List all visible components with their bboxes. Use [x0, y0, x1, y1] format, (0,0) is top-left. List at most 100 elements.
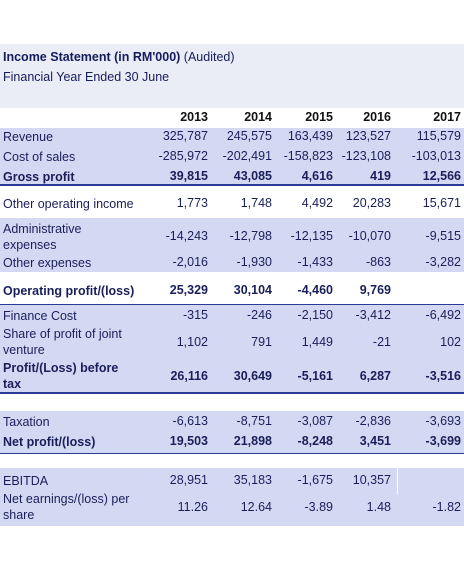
cell-2017: -103,013 — [411, 149, 461, 163]
cell-2013: -14,243 — [165, 229, 208, 243]
cell-2016: -2,836 — [355, 414, 391, 428]
cell-2017: -3,699 — [425, 434, 461, 448]
cell-2017: -3,516 — [425, 369, 461, 383]
cell-2015: -3.89 — [304, 500, 334, 514]
row-label: Other operating income — [3, 197, 134, 211]
cell-2014: -12,798 — [229, 229, 272, 243]
cell-2017: -3,282 — [425, 255, 461, 269]
cell-2014: 791 — [251, 335, 272, 349]
column-gap — [398, 272, 399, 304]
cell-2015: -2,150 — [297, 308, 333, 322]
row-label: Net earnings/(loss) per share — [3, 492, 130, 522]
statement-title: Income Statement (in RM'000) (Audited) — [3, 50, 235, 64]
cell-2016: 9,769 — [359, 283, 391, 297]
year-2016: 2016 — [363, 110, 391, 124]
row-label: Cost of sales — [3, 150, 76, 164]
row-label: Net profit/(loss) — [3, 435, 96, 449]
row-label: Other expenses — [3, 256, 92, 270]
cell-2014: -202,491 — [222, 149, 272, 163]
cell-2014: 43,085 — [233, 169, 272, 183]
band-gap-2 — [0, 454, 464, 468]
band-revenue — [0, 128, 464, 184]
cell-2016: -10,070 — [348, 229, 391, 243]
cell-2014: -246 — [246, 308, 272, 322]
cell-2015: -158,823 — [283, 149, 333, 163]
cell-2013: -6,613 — [172, 414, 208, 428]
cell-2016: -21 — [372, 335, 391, 349]
row-label: EBITDA — [3, 474, 49, 488]
cell-2014: -8,751 — [236, 414, 272, 428]
band-finance — [0, 305, 464, 392]
row-label: Gross profit — [3, 170, 75, 184]
title-main: Income Statement (in RM'000) — [3, 50, 181, 64]
cell-2014: 30,649 — [233, 369, 272, 383]
band-operating — [0, 272, 464, 304]
cell-2013: -315 — [182, 308, 208, 322]
cell-2014: 35,183 — [233, 473, 272, 487]
cell-2016: 20,283 — [352, 196, 391, 210]
cell-2016: 419 — [370, 169, 391, 183]
cell-2017: -6,492 — [425, 308, 461, 322]
cell-2016: 10,357 — [352, 473, 391, 487]
row-label: Profit/(Loss) before tax — [3, 361, 119, 391]
band-ebitda — [0, 468, 464, 526]
cell-2015: 1,449 — [301, 335, 333, 349]
cell-2013: 26,116 — [170, 369, 208, 383]
cell-2014: -1,930 — [236, 255, 272, 269]
cell-2016: 1.48 — [366, 500, 391, 514]
cell-2015: 4,616 — [301, 169, 333, 183]
cell-2017: -1.82 — [432, 500, 462, 514]
cell-2013: 1,773 — [176, 196, 208, 210]
cell-2013: -285,972 — [158, 149, 208, 163]
cell-2017: -9,515 — [425, 229, 461, 243]
year-2017: 2017 — [433, 110, 461, 124]
band-gap-1 — [0, 393, 464, 411]
cell-2015: 163,439 — [287, 129, 333, 143]
cell-2013: -2,016 — [172, 255, 208, 269]
statement-subtitle: Financial Year Ended 30 June — [3, 70, 170, 84]
cell-2014: 12.64 — [240, 500, 272, 514]
band-expenses — [0, 218, 464, 272]
row-label: Share of profit of joint venture — [3, 327, 122, 357]
row-label: Operating profit/(loss) — [3, 284, 135, 298]
cell-2014: 21,898 — [233, 434, 272, 448]
cell-2015: -1,433 — [297, 255, 333, 269]
cell-2017: 15,671 — [422, 196, 461, 210]
row-label: Revenue — [3, 130, 54, 144]
rule-net-profit — [0, 453, 464, 454]
cell-2016: -863 — [365, 255, 391, 269]
column-gap — [397, 468, 398, 494]
cell-2015: -3,087 — [297, 414, 333, 428]
band-net — [0, 411, 464, 453]
cell-2017: 102 — [440, 335, 461, 349]
cell-2016: 6,287 — [359, 369, 391, 383]
cell-2013: 19,503 — [169, 434, 208, 448]
title-suffix: (Audited) — [180, 50, 235, 64]
cell-2015: 4,492 — [301, 196, 333, 210]
cell-2013: 1,102 — [176, 335, 208, 349]
cell-2014: 30,104 — [233, 283, 272, 297]
cell-2017: 115,579 — [416, 129, 461, 143]
row-label: Administrative expenses — [3, 222, 82, 252]
cell-2013: 325,787 — [162, 129, 208, 143]
row-label: Taxation — [3, 415, 50, 429]
cell-2013: 25,329 — [169, 283, 208, 297]
cell-2017: -3,693 — [425, 414, 461, 428]
band-other-income — [0, 186, 464, 218]
cell-2013: 39,815 — [169, 169, 208, 183]
cell-2016: -3,412 — [355, 308, 391, 322]
cell-2016: -123,108 — [341, 149, 391, 163]
year-2014: 2014 — [244, 110, 272, 124]
cell-2016: 123,527 — [345, 129, 391, 143]
rule-before-tax — [0, 392, 464, 394]
cell-2013: 28,951 — [169, 473, 208, 487]
cell-2015: -1,675 — [297, 473, 333, 487]
cell-2016: 3,451 — [359, 434, 391, 448]
cell-2014: 1,748 — [240, 196, 272, 210]
year-2013: 2013 — [180, 110, 208, 124]
statement-header: Income Statement (in RM'000) (Audited) F… — [0, 44, 464, 108]
cell-2015: -8,248 — [297, 434, 333, 448]
cell-2017: 12,566 — [422, 169, 461, 183]
year-2015: 2015 — [305, 110, 333, 124]
